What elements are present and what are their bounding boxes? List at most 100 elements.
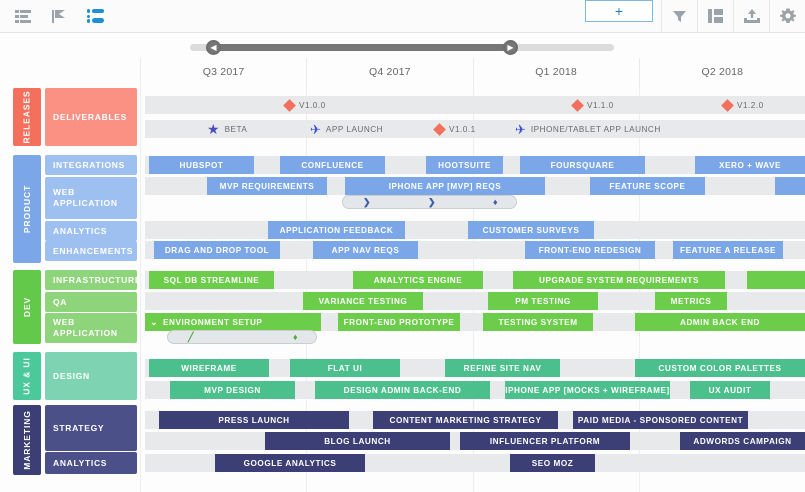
chevron-down-icon[interactable]: ⌄ bbox=[150, 316, 159, 327]
task-subbar[interactable]: ❯ ❯ ♦ bbox=[342, 195, 517, 209]
layout-columns-icon[interactable] bbox=[697, 0, 733, 33]
task-bar[interactable]: REFINE SITE NAV bbox=[445, 359, 560, 377]
task-bar[interactable]: WIREFRAME bbox=[149, 359, 269, 377]
row-label-text: ENHANCEMENTS bbox=[53, 245, 134, 256]
task-bar-label: DESIGN ADMIN BACK-END bbox=[343, 385, 462, 395]
task-bar[interactable]: PM TESTING bbox=[488, 292, 598, 310]
flag-view-icon[interactable] bbox=[49, 6, 69, 26]
task-bar[interactable]: FRONT-END REDESIGN bbox=[525, 241, 655, 259]
task-bar[interactable]: METRICS bbox=[655, 292, 727, 310]
row-label-analytics[interactable]: ANALYTICS bbox=[45, 452, 137, 474]
task-bar[interactable]: XERO + WAVE bbox=[695, 156, 805, 174]
milestone[interactable]: ★ BETA bbox=[207, 120, 247, 138]
subbar-marker[interactable]: ❯ bbox=[428, 197, 436, 207]
task-bar[interactable]: CONFLUENCE bbox=[280, 156, 385, 174]
task-bar[interactable]: BLOG LAUNCH bbox=[265, 432, 450, 450]
task-bar[interactable]: HOOTSUITE bbox=[426, 156, 503, 174]
toolbar-left-group bbox=[0, 6, 105, 26]
task-bar[interactable]: APPLICATION FEEDBACK bbox=[268, 221, 405, 239]
row-label-infrastructure[interactable]: INFRASTRUCTURE bbox=[45, 270, 140, 290]
task-bar[interactable] bbox=[775, 177, 805, 195]
row-label-strategy[interactable]: STRATEGY bbox=[45, 405, 137, 451]
subbar-marker[interactable]: ♦ bbox=[293, 332, 298, 342]
task-bar[interactable]: PAID MEDIA - SPONSORED CONTENT bbox=[573, 411, 748, 429]
task-bar[interactable]: ADWORDS CAMPAIGN bbox=[680, 432, 805, 450]
subbar-marker[interactable]: ♦ bbox=[493, 197, 498, 207]
task-bar[interactable]: GOOGLE ANALYTICS bbox=[215, 454, 365, 472]
task-subbar[interactable]: ╱ ♦ bbox=[167, 330, 317, 344]
task-bar[interactable]: SEO MOZ bbox=[510, 454, 595, 472]
task-bar[interactable]: UX AUDIT bbox=[690, 381, 770, 399]
milestone[interactable]: V1.1.0 bbox=[571, 96, 614, 114]
row-label-integrations[interactable]: INTEGRATIONS bbox=[45, 155, 137, 175]
group-spine-ux-ui[interactable]: UX & UI bbox=[13, 352, 41, 400]
task-bar[interactable]: TESTING SYSTEM bbox=[483, 313, 593, 331]
task-bar[interactable]: IPHONE APP [MVP] REQS bbox=[345, 177, 545, 195]
task-bar[interactable]: FLAT UI bbox=[290, 359, 400, 377]
row-label-enhancements[interactable]: ENHANCEMENTS bbox=[45, 241, 137, 261]
task-bar[interactable]: MVP DESIGN bbox=[170, 381, 295, 399]
milestone[interactable]: V1.0.1 bbox=[433, 120, 476, 138]
task-bar[interactable]: HUBSPOT bbox=[149, 156, 254, 174]
row-label-design[interactable]: DESIGN bbox=[45, 352, 137, 400]
milestone[interactable]: ✈ IPHONE/TABLET APP LAUNCH bbox=[515, 120, 661, 138]
slider-handle-right[interactable]: ▶ bbox=[503, 40, 518, 55]
group-spine-product[interactable]: PRODUCT bbox=[13, 155, 41, 263]
task-bar[interactable]: PRESS LAUNCH bbox=[159, 411, 349, 429]
gear-icon[interactable] bbox=[769, 0, 805, 33]
grid-line bbox=[306, 86, 308, 492]
task-bar[interactable]: SQL DB STREAMLINE bbox=[149, 271, 274, 289]
subbar-marker[interactable]: ❯ bbox=[363, 197, 371, 207]
task-bar[interactable] bbox=[747, 271, 805, 289]
group-spine-label: PRODUCT bbox=[22, 184, 33, 234]
task-bar[interactable]: FEATURE SCOPE bbox=[590, 177, 705, 195]
row-label-web-application[interactable]: WEB APPLICATION bbox=[45, 313, 137, 343]
add-button[interactable]: + bbox=[585, 0, 653, 22]
task-bar[interactable]: ANALYTICS ENGINE bbox=[353, 271, 483, 289]
slider-handle-left[interactable]: ◀ bbox=[206, 40, 221, 55]
task-bar[interactable]: CONTENT MARKETING STRATEGY bbox=[373, 411, 558, 429]
task-bar[interactable]: INFLUENCER PLATFORM bbox=[460, 432, 630, 450]
task-bar[interactable]: IPHONE APP [MOCKS + WIREFRAME] bbox=[505, 381, 670, 399]
row-label-text: INTEGRATIONS bbox=[53, 159, 125, 170]
group-spine-releases[interactable]: RELEASES bbox=[13, 88, 41, 146]
task-bar[interactable]: FOURSQUARE bbox=[520, 156, 645, 174]
milestone[interactable]: ✈ APP LAUNCH bbox=[310, 120, 383, 138]
task-bar[interactable]: UPGRADE SYSTEM REQUIREMENTS bbox=[513, 271, 725, 289]
milestone[interactable]: V1.2.0 bbox=[721, 96, 764, 114]
timeline-range-slider[interactable]: ◀ ▶ bbox=[0, 33, 805, 58]
upload-export-icon[interactable] bbox=[733, 0, 769, 33]
group-spine-marketing[interactable]: MARKETING bbox=[13, 405, 41, 475]
group-spine-label: RELEASES bbox=[22, 90, 32, 144]
task-bar[interactable]: FRONT-END PROTOTYPE bbox=[338, 313, 460, 331]
row-label-analytics[interactable]: ANALYTICS bbox=[45, 221, 137, 241]
swimlane-view-icon[interactable] bbox=[85, 6, 105, 26]
task-bar[interactable]: ⌄ ENVIRONMENT SETUP bbox=[145, 313, 321, 331]
task-bar-label: SEO MOZ bbox=[531, 458, 574, 468]
task-bar[interactable]: MVP REQUIREMENTS bbox=[207, 177, 327, 195]
quarter-header-cell: Q1 2018 bbox=[472, 58, 639, 86]
task-bar-label: APP NAV REQS bbox=[331, 245, 400, 255]
task-bar[interactable]: ADMIN BACK END bbox=[635, 313, 805, 331]
task-bar-label: PRESS LAUNCH bbox=[218, 415, 290, 425]
task-bar[interactable]: VARIANCE TESTING bbox=[303, 292, 423, 310]
row-label-web-application[interactable]: WEB APPLICATION bbox=[45, 177, 137, 219]
task-bar[interactable]: DESIGN ADMIN BACK-END bbox=[315, 381, 490, 399]
task-bar-label: BLOG LAUNCH bbox=[324, 436, 391, 446]
task-bar[interactable]: DRAG AND DROP TOOL bbox=[154, 241, 280, 259]
task-bar[interactable]: FEATURE A RELEASE bbox=[673, 241, 783, 259]
row-label-deliverables[interactable]: DELIVERABLES bbox=[45, 88, 137, 146]
subbar-marker[interactable]: ╱ bbox=[188, 332, 194, 342]
lane-track bbox=[145, 96, 805, 114]
milestone[interactable]: V1.0.0 bbox=[283, 96, 326, 114]
task-bar[interactable]: APP NAV REQS bbox=[313, 241, 418, 259]
list-view-icon[interactable] bbox=[13, 6, 33, 26]
task-bar-label: PAID MEDIA - SPONSORED CONTENT bbox=[577, 415, 744, 425]
task-bar[interactable]: CUSTOM COLOR PALETTES bbox=[635, 359, 805, 377]
group-spine-dev[interactable]: DEV bbox=[13, 270, 41, 344]
filter-funnel-icon[interactable] bbox=[661, 0, 697, 33]
task-bar[interactable]: CUSTOMER SURVEYS bbox=[468, 221, 594, 239]
row-label-qa[interactable]: QA bbox=[45, 292, 137, 312]
task-bar-label: XERO + WAVE bbox=[718, 160, 782, 170]
